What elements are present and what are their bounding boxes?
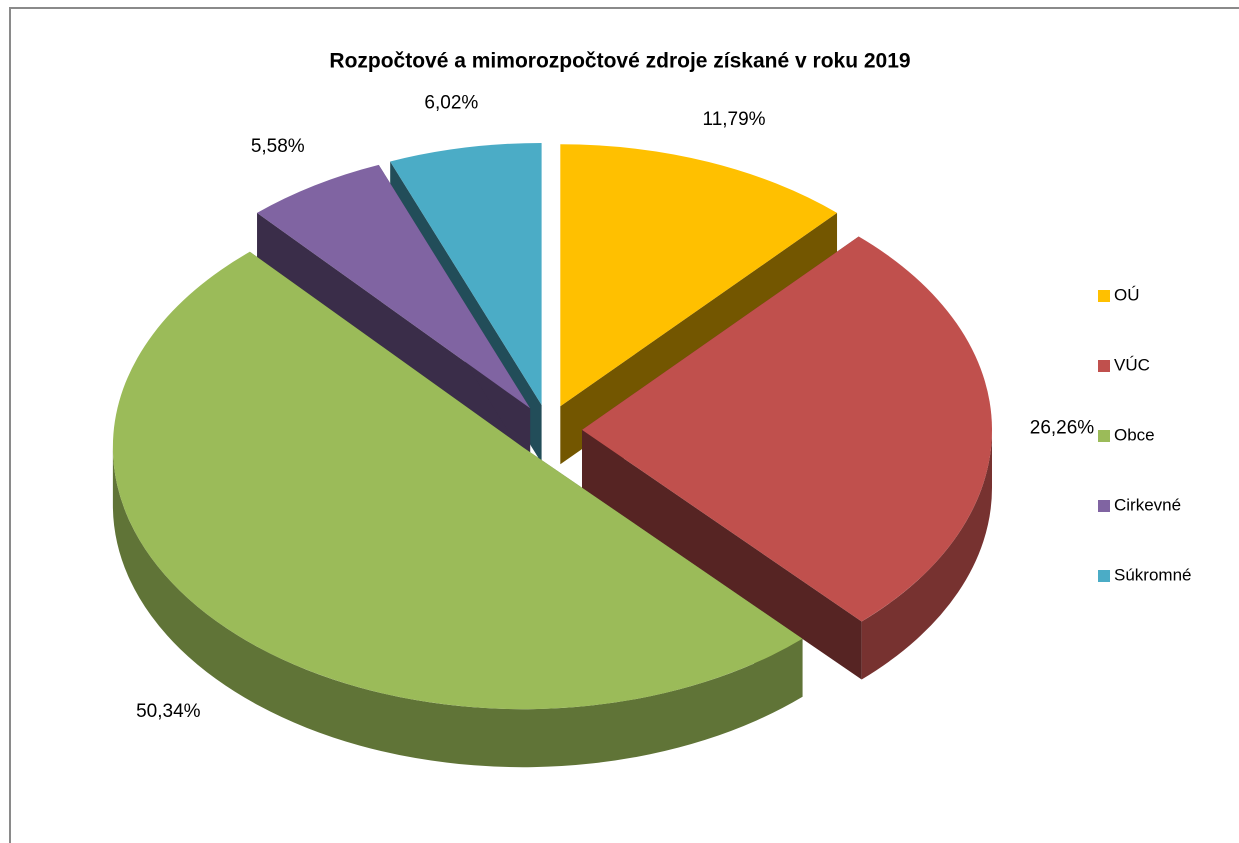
slice-wall <box>112 447 803 768</box>
legend-swatch <box>1098 360 1110 372</box>
pie-slice <box>560 144 838 407</box>
data-label: 6,02% <box>424 92 478 113</box>
legend-label: Cirkevné <box>1114 495 1181 514</box>
data-label: 11,79% <box>703 109 766 130</box>
legend-label: Súkromné <box>1114 565 1191 584</box>
slice-side <box>581 429 862 680</box>
slice-side <box>257 212 531 467</box>
data-label: 26,26% <box>1030 417 1095 438</box>
legend-swatch <box>1098 500 1110 512</box>
legend-label: VÚC <box>1114 355 1150 374</box>
legend-swatch <box>1098 570 1110 582</box>
pie-slice <box>581 236 992 622</box>
pie-slice <box>390 142 542 405</box>
pie-slice <box>112 251 803 710</box>
chart-title: Rozpočtové a mimorozpočtové zdroje získa… <box>329 50 910 73</box>
legend-swatch <box>1098 430 1110 442</box>
legend-label: OÚ <box>1114 285 1140 304</box>
legend-label: Obce <box>1114 425 1155 444</box>
legend-swatch <box>1098 290 1110 302</box>
slice-wall <box>861 429 992 680</box>
data-label: 50,34% <box>136 701 201 722</box>
data-label: 5,58% <box>251 136 305 157</box>
pie-slice <box>257 164 531 409</box>
